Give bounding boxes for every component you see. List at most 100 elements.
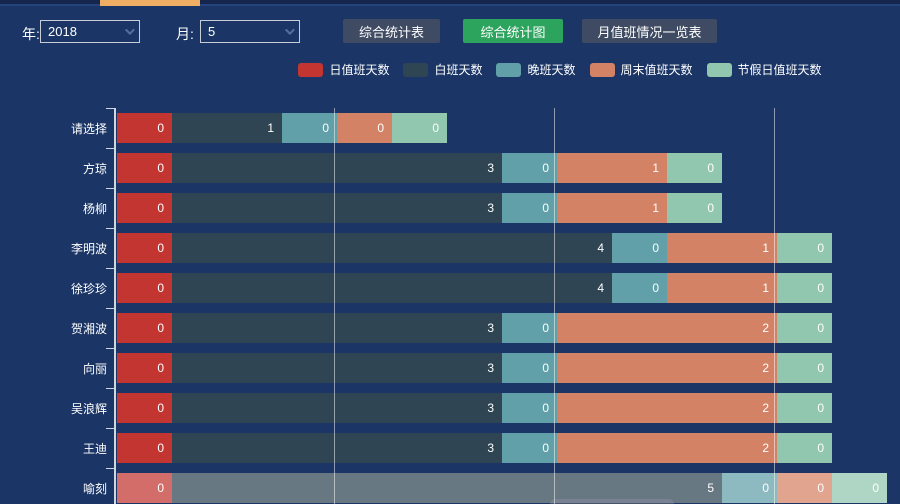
bar-segment-周末值班天数[interactable]: 0 [777,473,832,503]
y-axis-label: 请选择 [70,121,107,136]
bar-segment-value: 0 [542,361,549,375]
bar-segment-日值班天数[interactable]: 0 [117,193,172,223]
bar-segment-晚班天数[interactable]: 0 [502,353,557,383]
bar-segment-周末值班天数[interactable]: 1 [557,153,667,183]
bar-segment-晚班天数[interactable]: 0 [282,113,337,143]
y-axis-label: 向丽 [82,361,107,376]
y-axis-tick [106,348,114,349]
y-axis-tick [106,428,114,429]
bar-segment-晚班天数[interactable]: 0 [502,433,557,463]
y-axis-label: 方琼 [82,161,107,176]
bar-segment-节假日值班天数[interactable]: 0 [777,273,832,303]
bar-segment-周末值班天数[interactable]: 0 [337,113,392,143]
bar-segment-白班天数[interactable]: 3 [172,193,502,223]
bar-segment-节假日值班天数[interactable]: 0 [777,433,832,463]
summary-table-button[interactable]: 综合统计表 [343,19,440,43]
x-gridline [334,108,335,504]
y-axis-tick [106,228,114,229]
month-duty-overview-button[interactable]: 月值班情况一览表 [582,19,717,43]
bar-segment-日值班天数[interactable]: 0 [117,353,172,383]
bar-segment-白班天数[interactable]: 1 [172,113,282,143]
bar-segment-日值班天数[interactable]: 0 [117,233,172,263]
bar-segment-日值班天数[interactable]: 0 [117,113,172,143]
bar-segment-value: 2 [762,441,769,455]
bar-segment-晚班天数[interactable]: 0 [722,473,777,503]
bar-segment-晚班天数[interactable]: 0 [502,313,557,343]
legend-item-周末值班天数[interactable]: 周末值班天数 [589,61,693,78]
bar-segment-白班天数[interactable]: 4 [172,273,612,303]
bar-segment-value: 0 [542,161,549,175]
bar-segment-周末值班天数[interactable]: 2 [557,313,777,343]
summary-chart-button[interactable]: 综合统计图 [463,19,563,43]
legend-swatch [706,62,732,77]
bar-segment-周末值班天数[interactable]: 1 [667,273,777,303]
bar-segment-晚班天数[interactable]: 0 [612,273,667,303]
legend-item-日值班天数[interactable]: 日值班天数 [298,61,389,78]
bar-segment-value: 0 [157,361,164,375]
y-axis-tick [106,308,114,309]
bar-segment-value: 1 [652,161,659,175]
bar-segment-日值班天数[interactable]: 0 [117,473,172,503]
bar-segment-白班天数[interactable]: 3 [172,393,502,423]
bar-segment-value: 4 [597,241,604,255]
bar-segment-周末值班天数[interactable]: 1 [667,233,777,263]
bar-segment-白班天数[interactable]: 3 [172,153,502,183]
legend-label: 晚班天数 [527,63,576,77]
bar-segment-日值班天数[interactable]: 0 [117,433,172,463]
bar-segment-value: 1 [762,281,769,295]
bar-segment-value: 3 [487,201,494,215]
bar-segment-value: 0 [542,321,549,335]
legend-item-节假日值班天数[interactable]: 节假日值班天数 [706,61,822,78]
bar-segment-节假日值班天数[interactable]: 0 [832,473,887,503]
bar-segment-value: 0 [542,201,549,215]
bar-segment-白班天数[interactable]: 3 [172,433,502,463]
month-select[interactable]: 5 [200,20,300,43]
bar-segment-value: 5 [707,481,714,495]
bar-segment-周末值班天数[interactable]: 1 [557,193,667,223]
bar-segment-白班天数[interactable]: 3 [172,353,502,383]
y-axis-tick [106,268,114,269]
bar-segment-value: 0 [707,201,714,215]
bar-segment-日值班天数[interactable]: 0 [117,153,172,183]
bar-segment-节假日值班天数[interactable]: 0 [667,153,722,183]
bar-segment-value: 3 [487,361,494,375]
bar-segment-节假日值班天数[interactable]: 0 [777,353,832,383]
y-axis-label: 杨柳 [82,201,107,216]
bar-segment-周末值班天数[interactable]: 2 [557,353,777,383]
bar-segment-value: 0 [157,161,164,175]
x-gridline [774,108,775,504]
top-scrollbar-thumb[interactable] [100,0,200,6]
bar-segment-周末值班天数[interactable]: 2 [557,393,777,423]
year-label: 年: [22,26,40,42]
bar-segment-value: 0 [157,441,164,455]
bar-row: 0 3 0 2 0 [117,393,832,423]
y-axis-tick [106,188,114,189]
month-label: 月: [176,26,194,42]
top-scrollbar-track [0,0,900,6]
y-axis-label: 徐珍珍 [70,281,107,296]
bar-segment-白班天数[interactable]: 5 [172,473,722,503]
bar-segment-节假日值班天数[interactable]: 0 [667,193,722,223]
bar-segment-晚班天数[interactable]: 0 [612,233,667,263]
bar-segment-周末值班天数[interactable]: 2 [557,433,777,463]
bar-segment-节假日值班天数[interactable]: 0 [777,393,832,423]
bar-segment-晚班天数[interactable]: 0 [502,153,557,183]
bar-segment-节假日值班天数[interactable]: 0 [777,313,832,343]
bar-segment-白班天数[interactable]: 4 [172,233,612,263]
month-select-value: 5 [208,24,216,39]
bar-segment-节假日值班天数[interactable]: 0 [392,113,447,143]
bar-segment-晚班天数[interactable]: 0 [502,193,557,223]
bar-segment-value: 0 [157,201,164,215]
year-select[interactable]: 2018 [40,20,140,43]
legend-item-白班天数[interactable]: 白班天数 [403,61,482,78]
bar-segment-晚班天数[interactable]: 0 [502,393,557,423]
bar-segment-日值班天数[interactable]: 0 [117,273,172,303]
bar-segment-日值班天数[interactable]: 0 [117,393,172,423]
bar-segment-节假日值班天数[interactable]: 0 [777,233,832,263]
legend-swatch [298,62,324,77]
legend-item-晚班天数[interactable]: 晚班天数 [496,61,576,78]
bar-segment-白班天数[interactable]: 3 [172,313,502,343]
bar-segment-日值班天数[interactable]: 0 [117,313,172,343]
bar-segment-value: 0 [542,401,549,415]
bar-segment-value: 3 [487,441,494,455]
